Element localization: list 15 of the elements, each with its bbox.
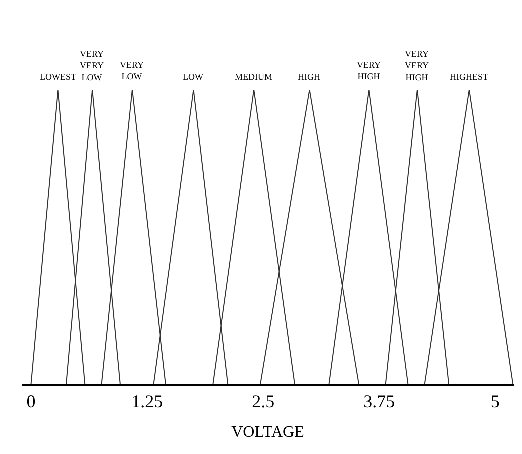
series-label: LOWEST — [40, 72, 77, 82]
x-tick-label: 3.75 — [364, 392, 396, 412]
series-label: LOW — [183, 72, 204, 82]
series-label: VERY LOW — [120, 60, 145, 82]
x-axis-title: VOLTAGE — [232, 424, 304, 441]
x-tick-label: 5 — [490, 392, 500, 412]
series-label: MEDIUM — [235, 72, 272, 82]
series-label: VERY HIGH — [357, 60, 382, 82]
x-tick-label: 2.5 — [252, 392, 275, 412]
series-label: VERY VERY LOW — [80, 49, 105, 82]
series-label: HIGHEST — [450, 72, 489, 82]
series-label: VERY VERY HIGH — [405, 49, 430, 82]
x-tick-label: 0 — [26, 392, 36, 412]
x-tick-label: 1.25 — [132, 392, 164, 412]
series-label: HIGH — [298, 72, 321, 82]
